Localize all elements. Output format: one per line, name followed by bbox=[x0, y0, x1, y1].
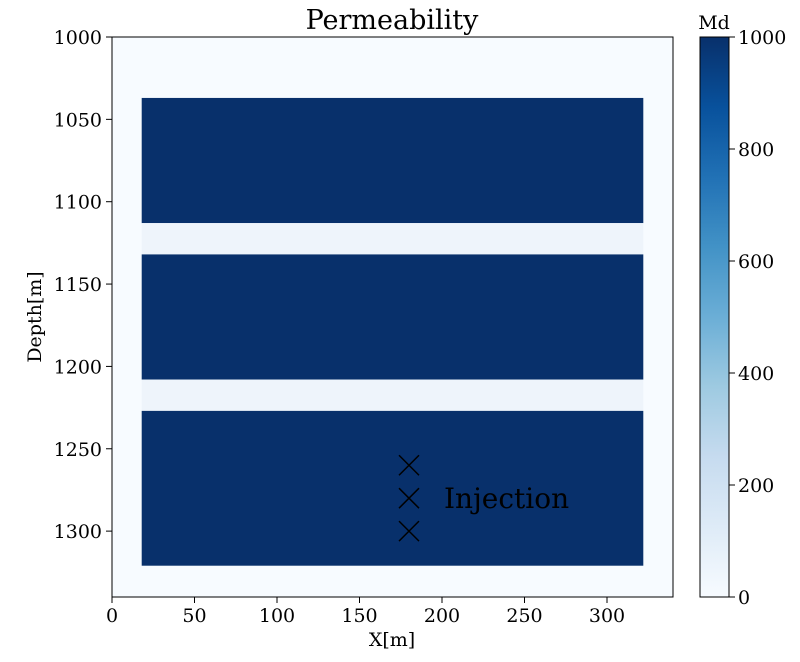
permeability-region-4 bbox=[141, 379, 644, 411]
colorbar-tick-label: 0 bbox=[738, 587, 750, 609]
y-axis-ticks: 1000 1050 1100 1150 1200 1250 1300 bbox=[54, 27, 112, 543]
plot-frame bbox=[111, 36, 674, 598]
permeability-region-5 bbox=[141, 410, 644, 566]
x-tick-label: 50 bbox=[182, 605, 206, 627]
y-axis-label: Depth[m] bbox=[24, 271, 46, 362]
x-tick-label: 100 bbox=[259, 605, 295, 627]
injection-marker-3 bbox=[398, 520, 420, 542]
x-tick-label: 200 bbox=[424, 605, 460, 627]
permeability-region-2 bbox=[141, 223, 644, 255]
y-tick-label: 1300 bbox=[54, 521, 102, 543]
y-tick-label: 1200 bbox=[54, 356, 102, 378]
x-axis-label: X[m] bbox=[369, 629, 415, 651]
x-axis-ticks: 0 50 100 150 200 250 300 bbox=[106, 597, 625, 627]
x-tick-label: 150 bbox=[341, 605, 377, 627]
colorbar-tick-label: 800 bbox=[738, 139, 774, 161]
colorbar-tick-label: 400 bbox=[738, 363, 774, 385]
y-tick-label: 1250 bbox=[54, 439, 102, 461]
colorbar bbox=[699, 36, 730, 598]
y-tick-label: 1100 bbox=[54, 192, 102, 214]
permeability-layers bbox=[141, 97, 644, 566]
colorbar-tick-label: 200 bbox=[738, 475, 774, 497]
colorbar-label: Md bbox=[698, 12, 730, 34]
y-tick-label: 1000 bbox=[54, 27, 102, 49]
injection-annotation: Injection bbox=[444, 482, 569, 515]
permeability-region-3 bbox=[141, 254, 644, 380]
x-tick-label: 0 bbox=[106, 605, 118, 627]
injection-markers bbox=[398, 454, 420, 542]
x-tick-label: 250 bbox=[506, 605, 542, 627]
chart-title: Permeability bbox=[306, 5, 480, 36]
x-tick-label: 300 bbox=[589, 605, 625, 627]
injection-marker-1 bbox=[398, 454, 420, 476]
injection-marker-2 bbox=[398, 487, 420, 509]
colorbar-tick-label: 1000 bbox=[738, 27, 786, 49]
y-tick-label: 1050 bbox=[54, 109, 102, 131]
colorbar-ticks: 0 200 400 600 800 1000 bbox=[729, 27, 786, 609]
colorbar-tick-label: 600 bbox=[738, 251, 774, 273]
permeability-region-1 bbox=[141, 97, 644, 224]
y-tick-label: 1150 bbox=[54, 274, 102, 296]
